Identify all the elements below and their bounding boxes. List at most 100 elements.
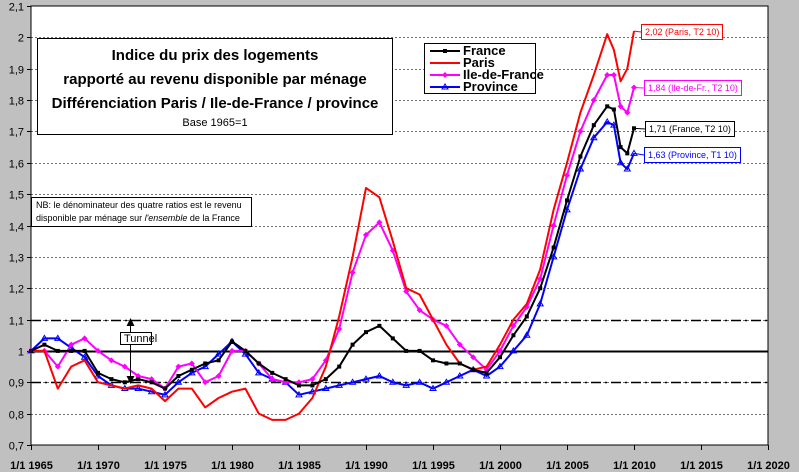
- point-ile-de-france: [564, 172, 570, 179]
- title-box: Indice du prix des logements rapporté au…: [37, 38, 393, 135]
- point-province: [455, 372, 464, 379]
- point-province: [375, 372, 384, 379]
- chart-title-line-3: Différenciation Paris / Ile-de-France / …: [51, 95, 379, 112]
- point-province: [187, 368, 196, 376]
- point-ile-de-france: [610, 71, 617, 78]
- x-tick-label: 1/1 1970: [77, 460, 120, 472]
- point-france: [136, 377, 141, 382]
- point-france: [605, 104, 610, 109]
- legend-label-province: Province: [463, 79, 518, 94]
- point-ile-de-france: [95, 347, 101, 354]
- y-tick-label: 1,4: [9, 222, 24, 234]
- series-line-paris: [31, 30, 635, 421]
- x-tick-label: 1/1 1965: [10, 460, 53, 472]
- point-province: [522, 331, 531, 338]
- point-france: [163, 386, 167, 391]
- point-france: [611, 107, 616, 112]
- point-province: [630, 149, 638, 156]
- point-ile-de-france: [443, 322, 450, 329]
- point-province: [482, 372, 491, 379]
- point-province: [94, 372, 102, 379]
- point-france: [55, 348, 60, 353]
- callout-ile-de-france: 1,84 (Ile-de-Fr., T2 10): [644, 80, 742, 96]
- point-france: [216, 358, 221, 363]
- point-ile-de-france: [121, 363, 128, 370]
- point-province: [509, 346, 518, 354]
- point-province: [348, 378, 357, 385]
- x-tick-label: 1/1 1990: [345, 460, 388, 472]
- point-province: [496, 362, 504, 370]
- point-ile-de-france: [550, 222, 557, 229]
- point-ile-de-france: [68, 341, 75, 348]
- point-france: [189, 367, 194, 372]
- point-france: [565, 198, 569, 203]
- callout-leader: [633, 30, 642, 33]
- legend-swatch-france: [430, 49, 460, 53]
- point-france: [431, 358, 435, 363]
- y-tick-label: 0,7: [9, 441, 24, 453]
- point-france: [377, 323, 382, 328]
- point-province: [201, 362, 210, 370]
- point-france: [591, 123, 596, 128]
- point-france: [283, 377, 288, 382]
- y-tick-label: 2: [18, 33, 24, 45]
- y-tick-label: 1,6: [9, 159, 24, 171]
- point-ile-de-france: [336, 325, 343, 332]
- point-france: [350, 342, 355, 347]
- point-ile-de-france: [456, 341, 463, 348]
- point-ile-de-france: [349, 269, 356, 276]
- legend-label-france: France: [463, 43, 506, 58]
- point-ile-de-france: [590, 97, 597, 104]
- point-france: [632, 126, 636, 131]
- legend-marker: [443, 49, 447, 53]
- legend-label-paris: Paris: [463, 55, 495, 70]
- point-ile-de-france: [416, 307, 423, 314]
- point-france: [297, 383, 301, 388]
- point-france: [578, 154, 583, 159]
- point-france: [149, 380, 154, 385]
- point-ile-de-france: [624, 109, 631, 116]
- callout-france: 1,71 (France, T2 10): [645, 121, 735, 137]
- point-province: [610, 121, 618, 128]
- note-box: NB: le dénominateur des quatre ratios es…: [31, 197, 252, 227]
- y-tick-label: 1,2: [9, 284, 24, 296]
- chart-title-line-1: Indice du prix des logements: [111, 47, 319, 64]
- point-ile-de-france: [363, 231, 369, 238]
- point-france: [109, 377, 114, 382]
- point-province: [335, 381, 344, 388]
- point-france: [538, 286, 543, 291]
- legend-marker: [442, 72, 448, 78]
- point-province: [308, 387, 317, 395]
- point-province: [402, 381, 411, 388]
- point-province: [442, 378, 451, 385]
- point-province: [549, 252, 558, 260]
- point-france: [176, 374, 181, 379]
- point-province: [40, 334, 49, 341]
- note-text-after: de la France: [187, 213, 240, 223]
- tunnel-arrow-up: [126, 318, 135, 326]
- tunnel-arrow-down: [126, 376, 135, 384]
- point-province: [415, 378, 424, 385]
- point-france: [42, 342, 47, 347]
- point-ile-de-france: [54, 363, 61, 370]
- point-france: [390, 336, 395, 341]
- point-ile-de-france: [376, 219, 383, 226]
- legend-swatch-province: [430, 83, 460, 90]
- point-ile-de-france: [188, 360, 195, 367]
- point-province: [388, 378, 397, 385]
- chart-subtitle: Base 1965=1: [182, 117, 248, 129]
- y-tick-label: 1: [18, 347, 24, 359]
- point-ile-de-france: [309, 376, 316, 383]
- point-france: [471, 367, 476, 372]
- point-france: [310, 383, 315, 388]
- callout-leader: [633, 152, 645, 156]
- point-ile-de-france: [81, 335, 88, 342]
- point-province: [174, 378, 183, 385]
- point-province: [214, 350, 223, 357]
- point-france: [444, 361, 449, 366]
- point-france: [551, 245, 556, 250]
- point-ile-de-france: [202, 379, 209, 386]
- point-province: [536, 299, 545, 307]
- point-france: [230, 339, 234, 344]
